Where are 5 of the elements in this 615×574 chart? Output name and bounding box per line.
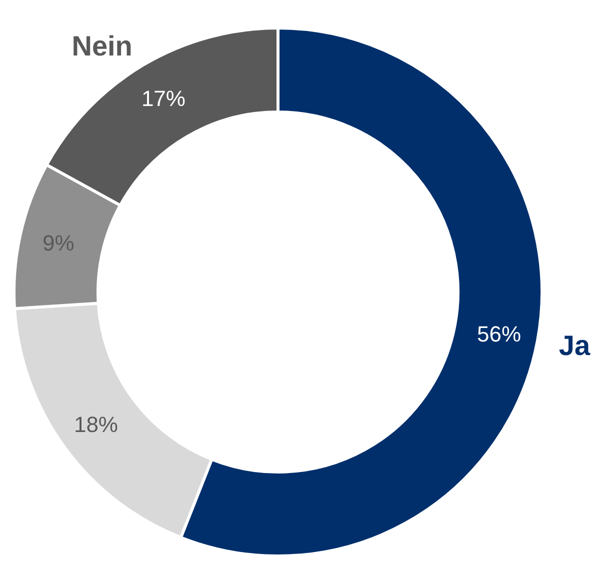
data-label: 56% [476, 322, 522, 347]
slice-label: Nein [72, 30, 132, 62]
data-label: 18% [74, 412, 118, 437]
slice-label: Ja [558, 330, 591, 362]
data-label: 17% [141, 86, 186, 111]
